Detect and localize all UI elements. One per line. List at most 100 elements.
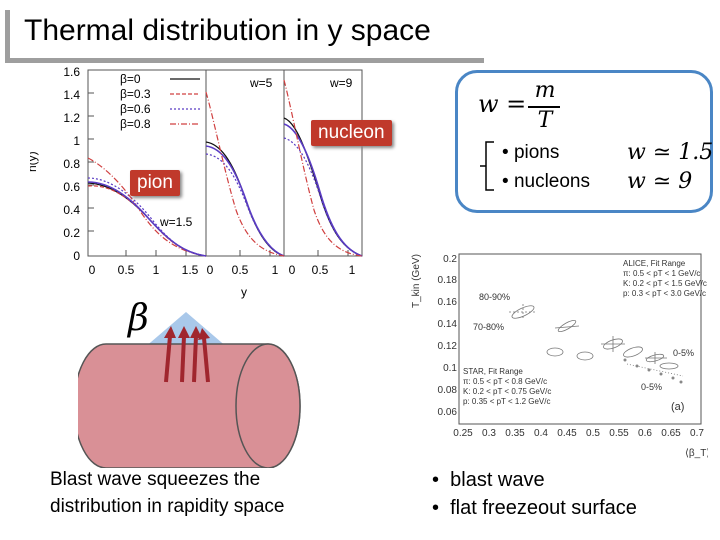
tkin-y-tick: 0.2 — [443, 254, 457, 265]
ny-y-tick: 0.8 — [63, 157, 80, 171]
ny-panel-3-frame — [283, 69, 363, 257]
tkin-y-tick: 0.16 — [438, 297, 458, 308]
annotation-star-0-5: 0-5% — [641, 382, 662, 392]
formula-item-pions: • pions — [502, 142, 560, 163]
ny-y-tick: 0.4 — [63, 203, 80, 217]
panel-label-w5: w=5 — [249, 76, 273, 90]
tkin-x-tick: 0.55 — [609, 428, 629, 439]
ny-x-tick: 0 — [207, 263, 214, 277]
formula-item-label: pions — [513, 142, 560, 163]
alice-legend-entry: π: 0.5 < pT < 1 GeV/c — [623, 269, 700, 278]
ny-x-tick: 0 — [89, 263, 96, 277]
cylinder-end-cap — [235, 343, 301, 468]
title-frame — [5, 10, 484, 63]
bullet-text: flat freezeout surface — [450, 497, 637, 519]
formula-item-label: nucleons — [513, 171, 590, 192]
ny-y-tick: 0.2 — [63, 226, 80, 240]
nucleon-tag: nucleon — [311, 120, 392, 146]
curve-panel3-beta06 — [283, 137, 363, 257]
annotation-80-90: 80-90% — [479, 292, 510, 302]
curve-panel2-beta08 — [205, 91, 285, 257]
tkin-x-tick: 0.7 — [690, 428, 704, 439]
blast-cylinder-diagram — [78, 312, 301, 468]
legend-entry: β=0.3 — [120, 87, 151, 101]
ny-x-tick: 0.5 — [232, 263, 249, 277]
w-numerator: m — [534, 78, 556, 103]
tkin-x-tick: 0.3 — [482, 428, 496, 439]
star-legend-entry: K: 0.2 < pT < 0.75 GeV/c — [463, 387, 551, 396]
curve-panel3-beta08 — [283, 79, 363, 257]
curve-panel1-beta0-purple — [87, 181, 207, 257]
ny-x-axis-label: y — [241, 285, 247, 299]
tkin-y-label: T_kin (GeV) — [411, 254, 422, 308]
ny-x-tick: 0 — [289, 263, 296, 277]
ny-x-tick: 1.5 — [182, 263, 199, 277]
annotation-70-80: 70-80% — [473, 322, 504, 332]
panel-tag-a: (a) — [671, 401, 684, 413]
ny-x-tick: 0.5 — [312, 263, 329, 277]
tkin-y-tick: 0.1 — [443, 363, 457, 374]
ny-y-tick: 1.2 — [63, 111, 80, 125]
ny-x-tick: 1 — [272, 263, 279, 277]
star-points — [623, 358, 683, 384]
legend-entry: β=0 — [120, 72, 141, 86]
tkin-x-tick: 0.6 — [638, 428, 652, 439]
panel-label-w9: w=9 — [329, 76, 353, 90]
tkin-x-tick: 0.25 — [453, 428, 473, 439]
tkin-y-tick: 0.14 — [438, 319, 458, 330]
alice-legend-entry: p: 0.3 < pT < 3.0 GeV/c — [623, 289, 706, 298]
ny-x-tick: 0.5 — [118, 263, 135, 277]
tkin-x-tick: 0.4 — [534, 428, 548, 439]
ny-distribution-plot: n(y) 1.6 1.4 1.2 1 0.8 0.6 0.4 0.2 0 0 0… — [30, 65, 363, 299]
curve-panel1-beta06 — [87, 177, 207, 257]
tkin-x-tick: 0.35 — [505, 428, 525, 439]
pion-tag: pion — [130, 170, 180, 196]
star-legend-entry: p: 0.35 < pT < 1.2 GeV/c — [463, 397, 550, 406]
ny-y-tick: 0.6 — [63, 180, 80, 194]
formula-item-nucleons: • nucleons — [502, 171, 590, 192]
brace-icon — [480, 141, 494, 191]
blast-caption-line1: Blast wave squeezes the — [50, 469, 261, 490]
ny-y-axis-label: n(y) — [30, 151, 39, 172]
velocity-arrows-icon — [164, 326, 210, 383]
curve-panel2-beta06 — [205, 153, 285, 257]
ny-y-tick: 1.4 — [63, 88, 80, 102]
alice-legend-title: ALICE, Fit Range — [623, 259, 686, 268]
ny-legend: β=0 β=0.3 β=0.6 β=0.8 — [120, 72, 200, 131]
tkin-y-tick: 0.18 — [438, 275, 458, 286]
tkin-beta-plot: T_kin (GeV) 0.2 0.18 0.16 0.14 0.12 0.1 … — [411, 253, 708, 459]
formula-item-value: w ≃ 9 — [627, 169, 693, 194]
bullet-blast-wave: • blast wave — [432, 469, 545, 491]
bullet-text: blast wave — [450, 469, 545, 491]
blast-caption: Blast wave squeezes the distribution in … — [50, 466, 284, 520]
legend-entry: β=0.8 — [120, 117, 151, 131]
w-denominator: T — [537, 108, 553, 133]
tkin-y-tick: 0.08 — [438, 385, 458, 396]
star-legend-entry: π: 0.5 < pT < 0.8 GeV/c — [463, 377, 547, 386]
tkin-y-tick: 0.12 — [438, 341, 458, 352]
ny-x-tick: 1 — [153, 263, 160, 277]
annotation-alice-0-5: 0-5% — [673, 348, 694, 358]
star-legend-title: STAR, Fit Range — [463, 367, 523, 376]
formula-box — [455, 70, 713, 213]
fraction-bar — [528, 106, 560, 108]
beta-symbol: β — [128, 298, 149, 339]
tkin-x-tick: 0.65 — [661, 428, 681, 439]
ny-panel-2-frame — [205, 69, 285, 257]
ny-y-tick: 1.6 — [63, 65, 80, 79]
alice-points — [509, 304, 684, 377]
tkin-x-label: ⟨β_T⟩ — [685, 448, 708, 459]
ny-y-tick: 1 — [73, 134, 80, 148]
panel-label-w15: w=1.5 — [159, 215, 193, 229]
ny-y-tick: 0 — [73, 249, 80, 263]
slide-title: Thermal distribution in y space — [24, 14, 431, 47]
tkin-x-tick: 0.5 — [586, 428, 600, 439]
w-definition-lhs: w = — [478, 90, 527, 118]
legend-entry: β=0.6 — [120, 102, 151, 116]
bullet-flat-freezeout: • flat freezeout surface — [432, 497, 637, 519]
blast-caption-line2: distribution in rapidity space — [50, 496, 285, 517]
alice-legend-entry: K: 0.2 < pT < 1.5 GeV/c — [623, 279, 707, 288]
tkin-y-tick: 0.06 — [438, 407, 458, 418]
ny-x-tick: 1 — [349, 263, 356, 277]
tkin-x-tick: 0.45 — [557, 428, 577, 439]
